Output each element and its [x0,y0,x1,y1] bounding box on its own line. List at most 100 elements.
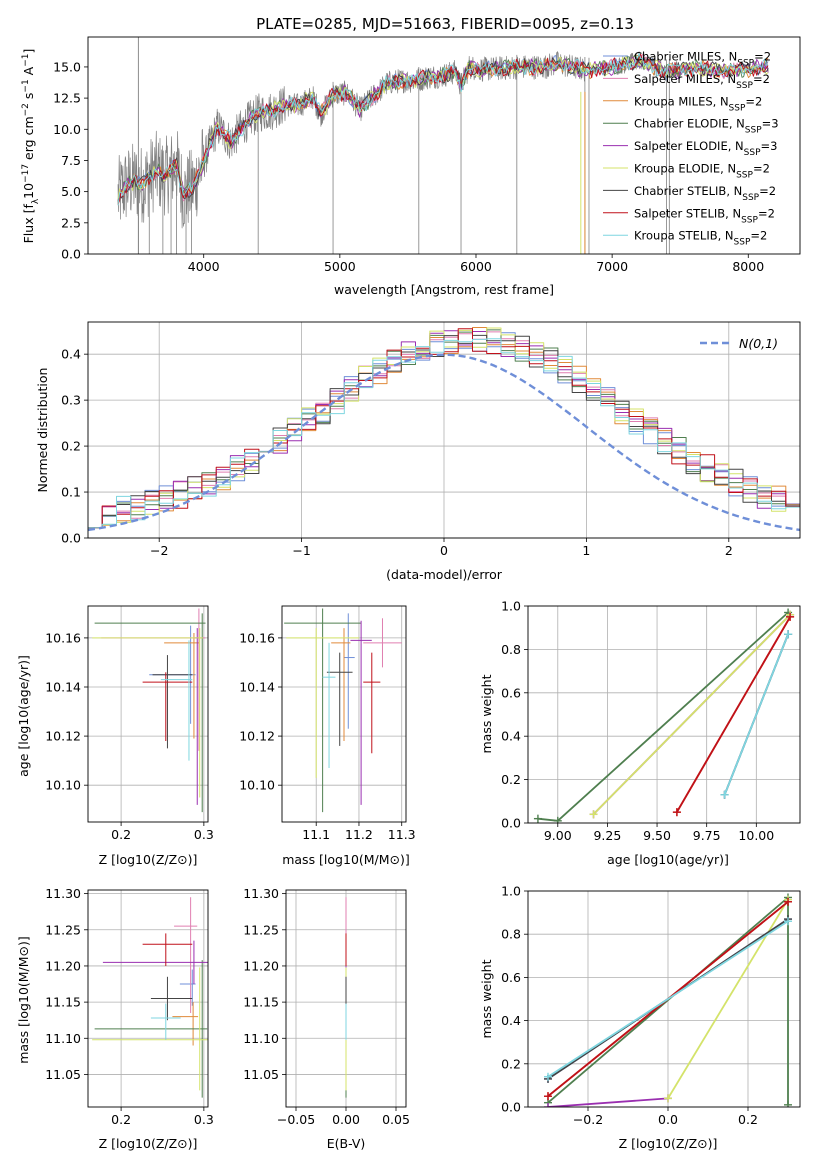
histogram-chabrier-stelib [88,334,800,529]
y-tick-label: 10.10 [239,778,275,793]
y-tick-label: 11.25 [45,922,81,937]
y-tick-label: 10.16 [45,630,81,645]
plot-area-age_vs_Z [92,608,206,813]
x-tick-label: 6000 [460,259,492,274]
y-tick-label: 11.10 [243,1031,279,1046]
legend-label-normal: N(0,1) [739,336,778,351]
y-tick-label: 10.12 [45,729,81,744]
y-tick-label: 0.2 [501,772,521,787]
y-tick-label: 11.25 [243,922,279,937]
y-tick-label: 11.30 [243,886,279,901]
x-tick-label: −1 [292,543,310,558]
plot-area-age_vs_mass [284,608,402,813]
model-curve-kroupa-stelib [117,53,769,206]
y-tick-label: 1.0 [501,884,521,899]
x-tick-label: 0.0 [658,1112,678,1127]
histogram-salpeter-stelib [88,328,800,529]
series-kroupa-stelib [544,917,792,1081]
y-tick-label: 7.5 [61,153,81,168]
y-tick-label: 1.0 [501,599,521,614]
x-tick-label: 0 [440,543,448,558]
x-axis-label: age [log10(age/yr)] [607,852,729,867]
y-tick-label: 0.4 [501,729,521,744]
errorbar-salpeter-elodie [350,620,372,805]
plot-area-spectrum [117,37,769,254]
axes-frame [87,889,209,1108]
errorbar-kroupa-stelib [160,640,193,761]
series-line [592,614,791,815]
errorbar-chabrier-elodie [284,608,362,813]
errorbar-kroupa-miles [331,628,351,741]
y-tick-label: 0.4 [61,347,81,362]
errorbar-kroupa-miles [164,633,199,739]
errorbar-salpeter-stelib [142,933,193,966]
x-axis-label: wavelength [Angstrom, rest frame] [334,282,554,297]
y-tick-label: 10.14 [239,680,275,695]
errorbar-salpeter-stelib [142,672,193,741]
errorbar-chabrier-elodie [94,960,208,1098]
x-tick-label: 0.3 [194,827,214,842]
y-tick-label: 0.3 [61,393,81,408]
legend-label-kroupa-elodie: Kroupa ELODIE, NSSP=2 [634,162,770,181]
x-axis-label: Z [log10(Z/Z⊙)] [619,1136,718,1151]
x-axis-label: mass [log10(M/M⊙)] [282,852,410,867]
y-axis-label: mass [log10(M/M⊙)] [16,936,31,1064]
y-tick-label: 10.14 [45,680,81,695]
errorbar-chabrier-stelib [150,976,193,1021]
x-tick-label: 0.2 [738,1112,758,1127]
x-tick-label: 11.3 [388,827,416,842]
legend-label-kroupa-stelib: Kroupa STELIB, NSSP=2 [634,229,767,248]
y-tick-label: 11.10 [45,1031,81,1046]
legend-label-kroupa-miles: Kroupa MILES, NSSP=2 [634,94,762,113]
plot-area-massweight_vs_age [533,608,795,823]
axes-mass_vs_Z: 0.2 0.3 11.05 11.10 11.15 11.20 11.25 11.30 [45,886,214,1127]
axes-frame [285,889,407,1108]
errorbar-kroupa-elodie [92,628,204,798]
y-tick-label: 10.12 [239,729,275,744]
y-tick-label: 11.30 [45,886,81,901]
series-line [667,899,789,1099]
errorbar-kroupa-miles [172,1002,199,1046]
histogram-kroupa-stelib [88,338,800,529]
errorbar-chabrier-elodie [94,613,206,813]
legend-label-chabrier-miles: Chabrier MILES, NSSP=2 [634,50,771,69]
x-tick-label: 8000 [732,259,764,274]
axes-frame [281,605,407,823]
axes-age_vs_mass: 11.1 11.2 11.3 10.10 10.12 10.14 10.16 [239,606,416,842]
errorbar-kroupa-stelib [150,1003,181,1040]
y-axis-label: age [log10(age/yr)] [16,655,31,777]
y-tick-label: 0.0 [61,531,81,546]
axes-frame [527,605,801,824]
y-tick-label: 11.15 [45,995,81,1010]
legend-label-salpeter-miles: Salpeter MILES, NSSP=2 [634,72,770,91]
y-tick-label: 11.20 [243,958,279,973]
axes-frame [87,605,209,823]
x-axis-label: Z [log10(Z/Z⊙)] [99,852,198,867]
y-tick-label: 5.0 [61,184,81,199]
x-tick-label: 0.05 [382,1112,410,1127]
legend-label-chabrier-elodie: Chabrier ELODIE, NSSP=3 [634,117,779,136]
series-salpeter-elodie [544,1094,672,1107]
legend-label-salpeter-elodie: Salpeter ELODIE, NSSP=3 [634,139,777,158]
x-tick-label: 0.00 [332,1112,360,1127]
y-tick-label: 0.4 [501,1013,521,1028]
errorbar-salpeter-elodie [102,940,208,985]
errorbar-salpeter-stelib [363,652,381,754]
x-tick-label: 11.1 [302,827,330,842]
errorbar-salpeter-miles [174,897,198,1013]
y-axis-label: mass weight [479,674,494,753]
plot-area-massweight_vs_Z [544,893,792,1107]
y-tick-label: 0.0 [501,816,521,831]
x-axis-label: Z [log10(Z/Z⊙)] [99,1136,198,1151]
x-tick-label: 1 [582,543,590,558]
errorbar-chabrier-miles [344,613,355,729]
spectrum-legend: Chabrier MILES, NSSP=2 Salpeter MILES, NS… [603,50,779,248]
axes-massweight_vs_Z: −0.2 0.0 0.2 0.0 0.2 0.4 0.6 0.8 1.0 [501,884,800,1127]
y-tick-label: 0.8 [501,642,521,657]
y-axis-label: mass weight [479,959,494,1038]
series-salpeter-stelib [672,612,795,817]
x-axis-label: E(B-V) [327,1136,366,1151]
x-tick-label: 0.2 [111,1112,131,1127]
series-chabrier-elodie [533,608,793,823]
x-tick-label: 10.00 [738,828,774,843]
